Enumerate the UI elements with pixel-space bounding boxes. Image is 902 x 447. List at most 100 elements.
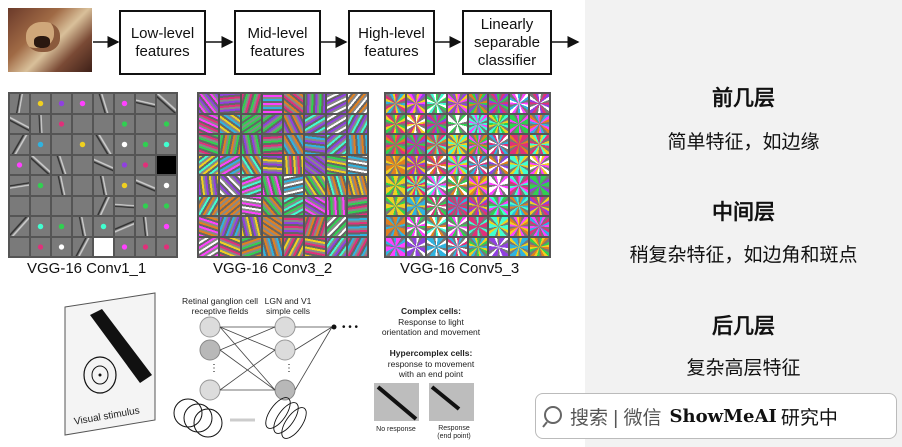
filter-tile [241,155,261,174]
filter-tile [489,155,508,174]
filter-tile [220,94,240,113]
lgn-cell-2 [274,339,296,361]
filter-tile [220,155,240,174]
filter-tile [489,217,508,236]
filter-tile [347,155,367,174]
filter-tile [305,155,325,174]
filter-tile [136,176,155,195]
filter-tile [136,94,155,113]
filter-tile [284,155,304,174]
filter-tile [157,237,176,256]
filter-tile [241,94,261,113]
filter-tile [31,94,50,113]
ganglion-cell-2 [199,339,221,361]
conv5-filter-grid [384,92,551,258]
watermark-search-text: 搜索 | 微信 [570,407,662,429]
filter-tile [10,94,29,113]
filter-tile [386,237,405,256]
filter-tile [284,176,304,195]
dog-photo [8,8,92,72]
filter-tile [136,135,155,154]
filter-tile [157,155,176,174]
filter-tile [115,135,134,154]
filter-tile [284,94,304,113]
filter-tile [31,155,50,174]
filter-tile [530,155,549,174]
watermark-searchbar[interactable]: 搜索 | 微信 ShowMeAI 研究中 [535,393,897,439]
filter-tile [94,155,113,174]
filter-tile [489,196,508,215]
filter-tile [52,135,71,154]
filter-tile [10,196,29,215]
filter-tile [284,217,304,236]
filter-tile [241,114,261,133]
right-panel: 前几层 简单特征，如边缘 中间层 稍复杂特征，如边角和斑点 后几层 复杂高层特征 [585,0,902,447]
lgn-label: LGN and V1 simple cells [264,296,312,316]
filter-tile [73,135,92,154]
filter-tile [199,155,219,174]
classifier-label: Linearly separable classifier [474,15,540,69]
filter-tile [427,237,446,256]
filter-tile [262,94,282,113]
filter-tile [326,196,346,215]
filter-tile [386,155,405,174]
filter-tile [326,94,346,113]
filter-tile [31,114,50,133]
high-level-label: High-level features [358,24,425,60]
ganglion-cell-3 [199,379,221,401]
filter-tile [199,217,219,236]
filter-tile [94,135,113,154]
filter-tile [31,237,50,256]
low-level-label: Low-level features [130,24,195,60]
filter-tile [530,94,549,113]
filter-tile [406,155,426,174]
filter-tile [530,135,549,154]
filter-tile [468,217,488,236]
filter-tile [386,94,405,113]
filter-tile [94,176,113,195]
filter-tile [199,176,219,195]
filter-tile [406,217,426,236]
filter-tile [305,196,325,215]
filter-tile [220,135,240,154]
filter-tile [157,114,176,133]
high-level-box: High-level features [348,10,435,75]
filter-tile [386,114,405,133]
overlapping-receptive-fields [173,398,223,438]
lgn-cell-1 [274,316,296,338]
filter-tile [326,135,346,154]
complex-title: Complex cells: [401,306,461,316]
retinal-label: Retinal ganglion cell receptive fields [181,296,259,316]
filter-tile [530,217,549,236]
filter-tile [199,114,219,133]
filter-tile [305,176,325,195]
filter-tile [220,237,240,256]
filter-tile [489,114,508,133]
filter-tile [241,237,261,256]
filter-tile [136,217,155,236]
lgn-cell-3 [274,379,296,401]
filter-tile [386,217,405,236]
filter-tile [284,114,304,133]
filter-tile [489,176,508,195]
filter-tile [468,176,488,195]
filter-tile [530,176,549,195]
search-icon [542,406,562,428]
filter-tile [262,114,282,133]
filter-tile [489,135,508,154]
filter-tile [326,114,346,133]
receptive-field-outer [83,356,117,394]
receptive-field-inner [91,365,109,385]
filter-tile [220,176,240,195]
watermark-brand: ShowMeAI [669,405,777,427]
filter-tile [326,176,346,195]
filter-tile [241,135,261,154]
filter-tile [199,196,219,215]
filter-tile [157,217,176,236]
filter-tile [509,217,529,236]
filter-tile [136,237,155,256]
filter-tile [136,196,155,215]
filter-tile [326,155,346,174]
filter-tile [262,217,282,236]
no-response-label: No response [376,426,416,433]
